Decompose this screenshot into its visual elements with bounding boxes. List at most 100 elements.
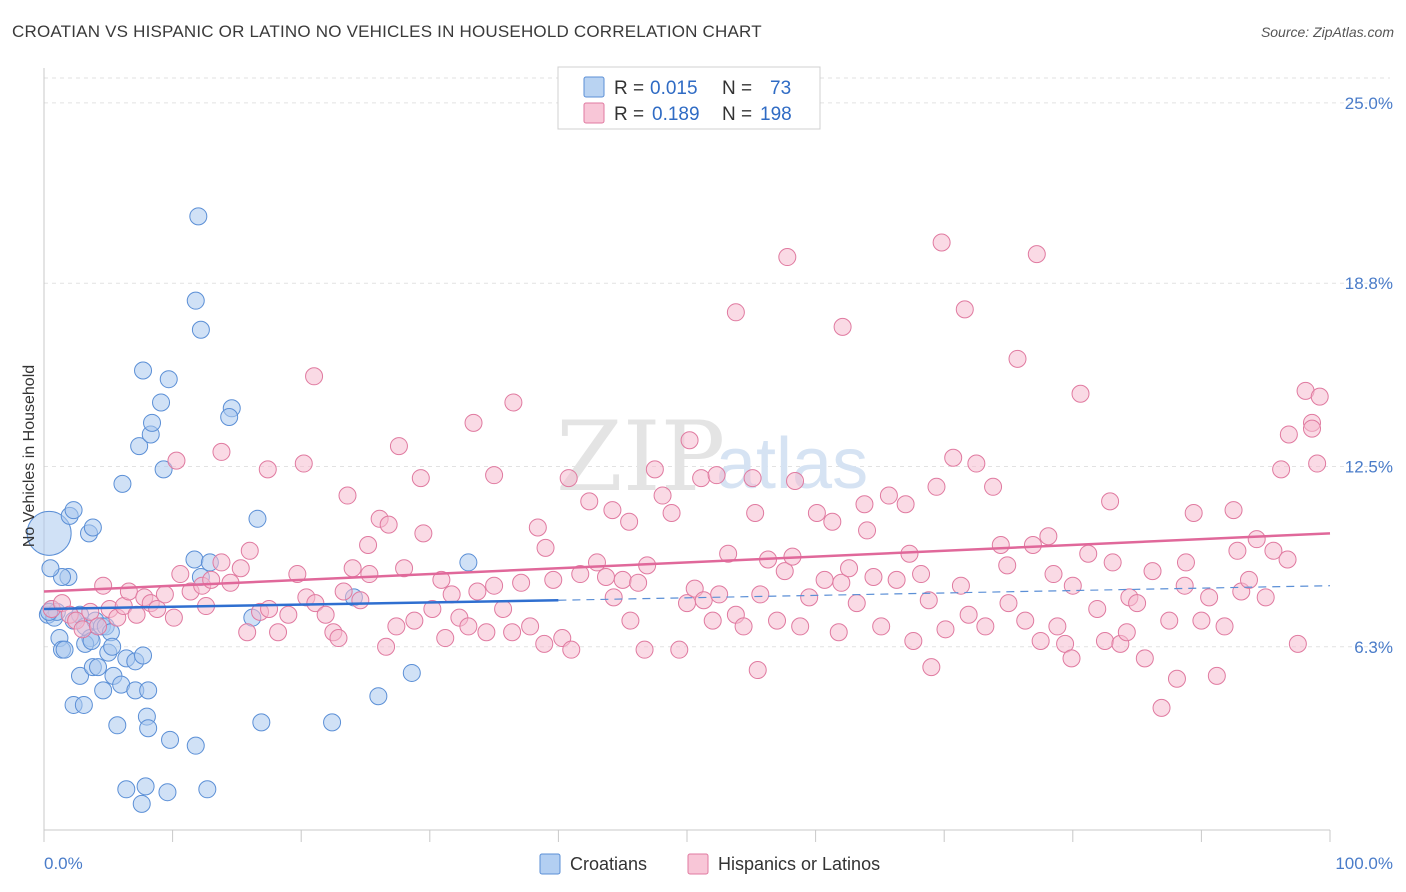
point-hispanics <box>932 233 951 252</box>
point-croatians <box>459 553 478 572</box>
point-hispanics <box>955 300 974 319</box>
point-hispanics <box>269 623 288 642</box>
point-hispanics <box>707 466 726 485</box>
point-hispanics <box>164 608 183 627</box>
point-croatians <box>117 780 136 799</box>
point-croatians <box>323 713 342 732</box>
point-hispanics <box>294 454 313 473</box>
point-hispanics <box>858 521 877 540</box>
point-croatians <box>103 637 122 656</box>
legend-bottom-swatch-hispanics <box>687 853 709 875</box>
point-croatians <box>186 291 205 310</box>
point-croatians <box>185 550 204 569</box>
point-hispanics <box>976 617 995 636</box>
point-hispanics <box>1278 550 1297 569</box>
point-hispanics <box>629 573 648 592</box>
point-hispanics <box>260 599 279 618</box>
point-hispanics <box>778 248 797 267</box>
point-hispanics <box>847 594 866 613</box>
point-hispanics <box>872 617 891 636</box>
point-hispanics <box>748 661 767 680</box>
point-hispanics <box>1272 460 1291 479</box>
point-hispanics <box>436 629 455 648</box>
point-hispanics <box>240 541 259 560</box>
legend-top-swatch-1 <box>583 102 605 124</box>
point-hispanics <box>231 559 250 578</box>
y-tick-label: 12.5% <box>1345 457 1393 476</box>
point-hispanics <box>991 535 1010 554</box>
legend-top-n-value-0: 73 <box>770 78 791 99</box>
point-hispanics <box>377 637 396 656</box>
trend-lines <box>43 532 1331 611</box>
point-hispanics <box>521 617 540 636</box>
x-tick-marks <box>43 830 1331 842</box>
point-hispanics <box>1160 611 1179 630</box>
legend-bottom-label-croatians: Croatians <box>570 854 647 874</box>
legend-top-r-value-0: 0.015 <box>650 78 698 99</box>
point-hispanics <box>879 486 898 505</box>
legend-top-n-label-1: N = <box>722 104 752 125</box>
point-hispanics <box>544 570 563 589</box>
point-hispanics <box>1079 544 1098 563</box>
point-hispanics <box>775 562 794 581</box>
point-hispanics <box>148 599 167 618</box>
x-tick-label-max: 100.0% <box>1335 854 1393 873</box>
point-hispanics <box>603 501 622 520</box>
point-hispanics <box>596 567 615 586</box>
point-hispanics <box>395 559 414 578</box>
point-hispanics <box>635 640 654 659</box>
point-croatians <box>402 663 421 682</box>
point-hispanics <box>405 611 424 630</box>
point-hispanics <box>1088 599 1107 618</box>
point-hispanics <box>1143 562 1162 581</box>
point-croatians <box>89 658 108 677</box>
point-hispanics <box>343 559 362 578</box>
point-hispanics <box>468 582 487 601</box>
legend-bottom-label-hispanics: Hispanics or Latinos <box>718 854 880 874</box>
point-hispanics <box>338 486 357 505</box>
point-hispanics <box>959 605 978 624</box>
point-hispanics <box>613 570 632 589</box>
point-croatians <box>186 736 205 755</box>
legend-top: R = 0.015 N = 73 R = 0.189 N = 198 <box>557 66 821 130</box>
point-hispanics <box>998 556 1017 575</box>
point-croatians <box>26 510 72 556</box>
point-hispanics <box>786 471 805 490</box>
point-hispanics <box>604 588 623 607</box>
point-hispanics <box>1008 349 1027 368</box>
point-hispanics <box>800 588 819 607</box>
point-croatians <box>41 559 60 578</box>
point-hispanics <box>1167 669 1186 688</box>
point-hispanics <box>829 623 848 642</box>
point-hispanics <box>459 617 478 636</box>
point-croatians <box>134 646 153 665</box>
point-hispanics <box>1062 649 1081 668</box>
x-tick-label-min: 0.0% <box>44 854 83 873</box>
legend-top-n-label-0: N = <box>722 78 752 99</box>
point-croatians <box>132 794 151 813</box>
point-hispanics <box>887 570 906 589</box>
series-hispanics <box>42 233 1329 717</box>
point-hispanics <box>212 553 231 572</box>
y-tick-label: 18.8% <box>1345 274 1393 293</box>
series-croatians <box>26 207 478 813</box>
point-hispanics <box>485 576 504 595</box>
point-hispanics <box>1023 535 1042 554</box>
point-hispanics <box>477 623 496 642</box>
point-hispanics <box>351 591 370 610</box>
point-hispanics <box>807 503 826 522</box>
point-hispanics <box>645 460 664 479</box>
point-hispanics <box>855 495 874 514</box>
point-hispanics <box>670 640 689 659</box>
point-hispanics <box>927 477 946 496</box>
point-hispanics <box>1256 588 1275 607</box>
point-hispanics <box>1264 541 1283 560</box>
point-hispanics <box>692 469 711 488</box>
point-hispanics <box>719 544 738 563</box>
point-hispanics <box>1027 245 1046 264</box>
point-hispanics <box>1279 425 1298 444</box>
trend-line-croatians-extension <box>558 585 1331 601</box>
point-hispanics <box>360 565 379 584</box>
point-hispanics <box>746 503 765 522</box>
point-hispanics <box>1215 617 1234 636</box>
